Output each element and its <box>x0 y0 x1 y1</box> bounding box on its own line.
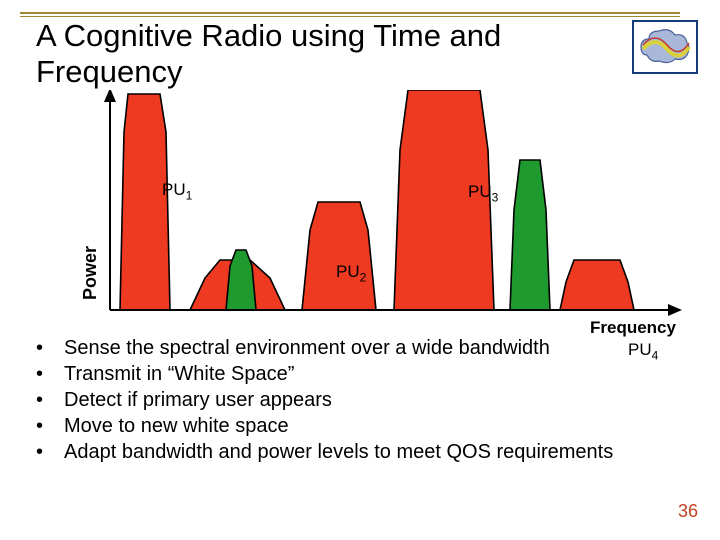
bullet-text: Adapt bandwidth and power levels to meet… <box>64 439 613 465</box>
bullet-marker: • <box>36 439 64 465</box>
y-axis-label: Power <box>80 246 101 300</box>
white-space-band <box>226 250 256 310</box>
bullet-text: Detect if primary user appears <box>64 387 332 413</box>
cloud-wave-icon <box>637 25 693 69</box>
bullet-marker: • <box>36 335 64 361</box>
bullet-marker: • <box>36 361 64 387</box>
bullet-item: •Sense the spectral environment over a w… <box>36 335 696 361</box>
decor-rule <box>20 16 680 17</box>
pu-label: PU3 <box>468 182 498 204</box>
primary-user-band <box>560 260 634 310</box>
spectrum-chart: Power PU1PU2PU3PU4 <box>50 90 670 320</box>
bullet-item: •Move to new white space <box>36 413 696 439</box>
bullet-text: Transmit in “White Space” <box>64 361 294 387</box>
bullet-item: •Transmit in “White Space” <box>36 361 696 387</box>
white-space-band <box>510 160 550 310</box>
bullet-marker: • <box>36 387 64 413</box>
decor-rule <box>20 12 680 14</box>
bullet-item: •Adapt bandwidth and power levels to mee… <box>36 439 696 465</box>
slide-title: A Cognitive Radio using Time and Frequen… <box>36 18 596 89</box>
slide-number: 36 <box>678 501 698 522</box>
corner-icon <box>632 20 698 74</box>
slide: A Cognitive Radio using Time and Frequen… <box>0 0 720 540</box>
bullet-marker: • <box>36 413 64 439</box>
bullet-list: •Sense the spectral environment over a w… <box>36 335 696 465</box>
bullet-text: Sense the spectral environment over a wi… <box>64 335 550 361</box>
chart-svg <box>50 90 710 326</box>
primary-user-band <box>302 202 376 310</box>
pu-label: PU1 <box>162 180 192 202</box>
pu-label: PU2 <box>336 262 366 284</box>
bullet-item: •Detect if primary user appears <box>36 387 696 413</box>
bullet-text: Move to new white space <box>64 413 289 439</box>
